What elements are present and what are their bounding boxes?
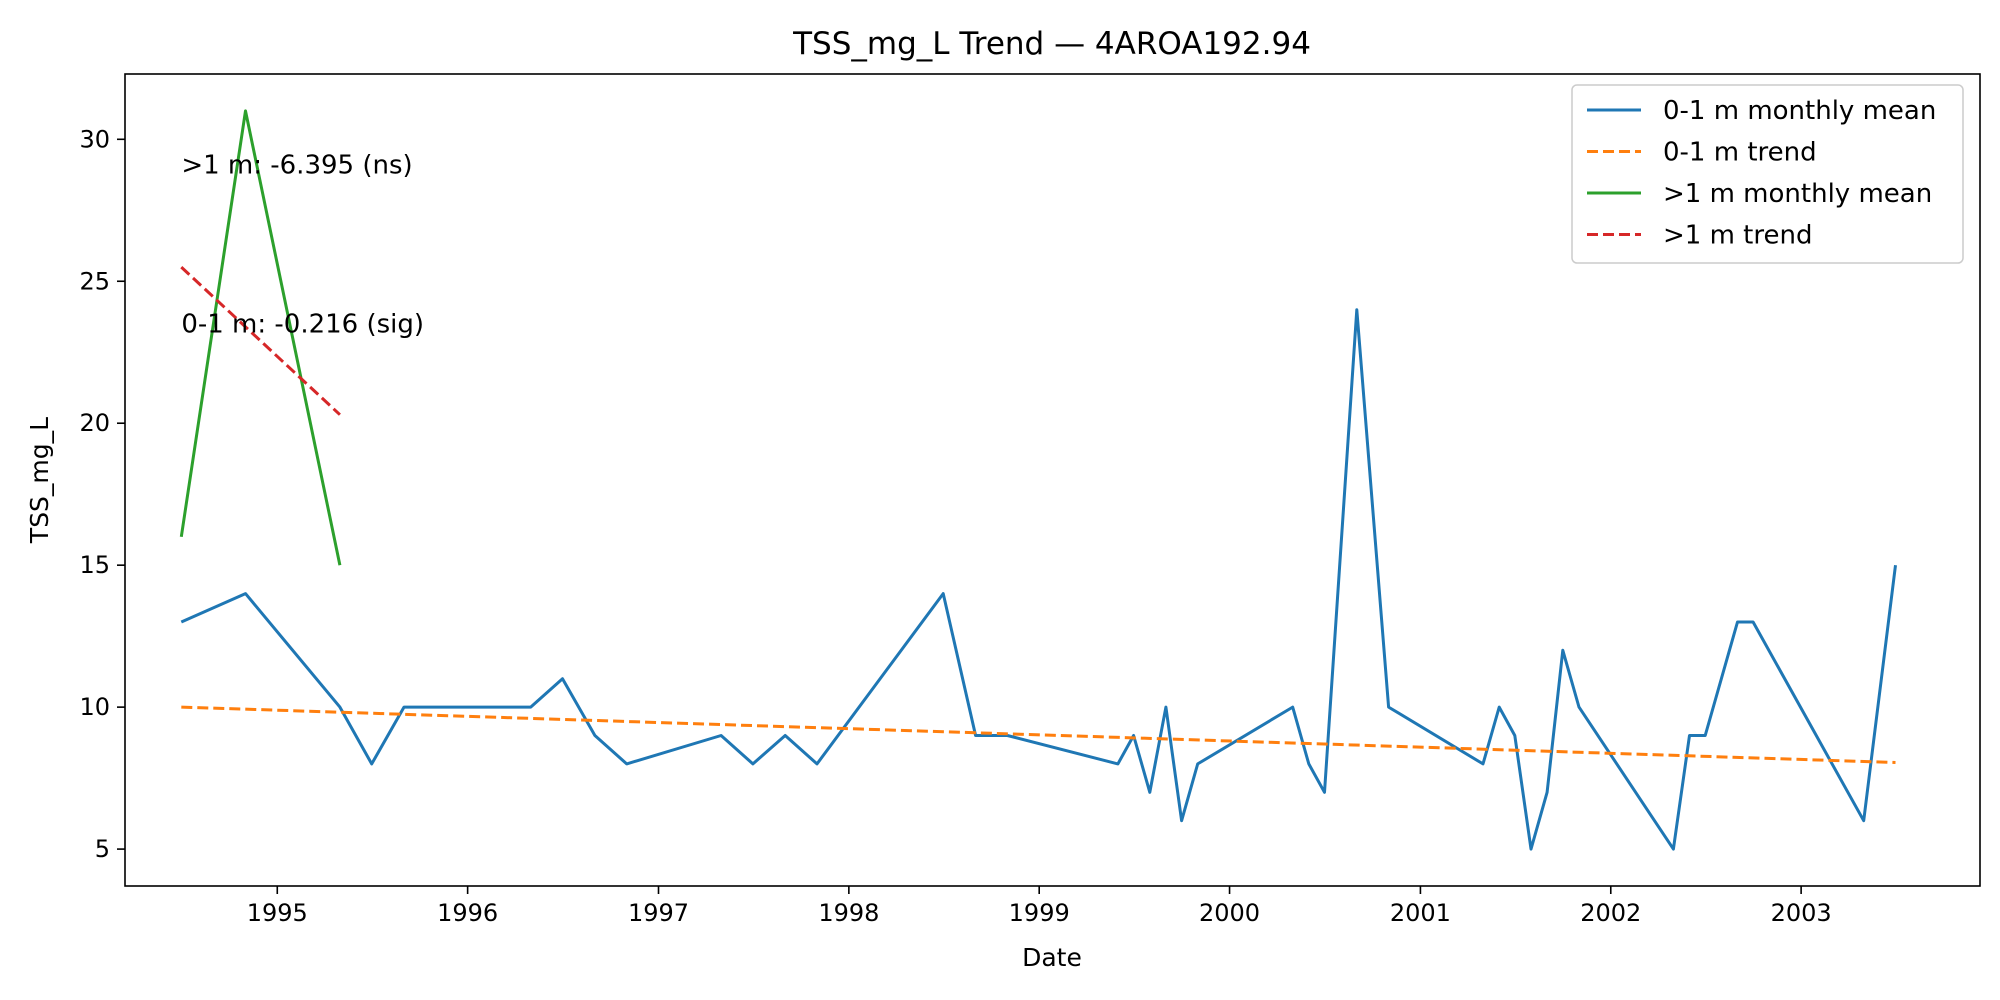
x-tick-label: 2001 (1390, 899, 1451, 927)
x-tick-label: 2000 (1199, 899, 1260, 927)
legend: 0-1 m monthly mean 0-1 m trend >1 m monthl… (1571, 84, 1964, 264)
series-line-gt1-m-monthly-mean (179, 109, 342, 566)
y-tick-label: 5 (95, 835, 110, 863)
y-tick-label: 15 (79, 551, 110, 579)
x-tick-label: 2002 (1580, 899, 1641, 927)
legend-label-0-1-m-trend: 0-1 m trend (1663, 138, 1817, 168)
annotation-0: >1 m: -6.395 (ns) (181, 150, 412, 180)
plot-frame (124, 73, 1981, 887)
series-line-0-1-m-trend (181, 705, 1896, 764)
y-axis: 5 10 15 20 25 30 (79, 125, 125, 863)
plot-area (179, 109, 1897, 851)
x-tick-label: 1998 (818, 899, 879, 927)
y-axis-label: TSS_mg_L (25, 417, 54, 544)
legend-label-gt1-m-trend: >1 m trend (1663, 221, 1812, 251)
x-tick-label: 1999 (1009, 899, 1070, 927)
y-tick-label: 20 (79, 409, 110, 437)
x-axis-label: Date (1022, 943, 1082, 972)
x-tick-label: 1997 (628, 899, 689, 927)
y-tick-label: 25 (79, 267, 110, 295)
legend-label-gt1-m-monthly-mean: >1 m monthly mean (1663, 179, 1932, 209)
x-tick-label: 1995 (247, 899, 308, 927)
series-line-gt1-m-trend (180, 266, 341, 416)
y-tick-label: 10 (79, 693, 110, 721)
x-axis: 1995 1996 1997 1998 1999 2000 2001 2002 2003 (247, 886, 1832, 927)
x-tick-label: 1996 (437, 899, 498, 927)
chart-title: TSS_mg_L Trend — 4AROA192.94 (792, 26, 1311, 62)
annotation-1: 0-1 m: -0.216 (sig) (181, 309, 424, 339)
legend-box (1571, 84, 1964, 264)
x-tick-label: 2003 (1771, 899, 1832, 927)
annotations: >1 m: -6.395 (ns) 0-1 m: -0.216 (sig) (181, 150, 424, 339)
y-tick-label: 30 (79, 125, 110, 153)
legend-label-0-1-m-monthly-mean: 0-1 m monthly mean (1663, 96, 1936, 126)
